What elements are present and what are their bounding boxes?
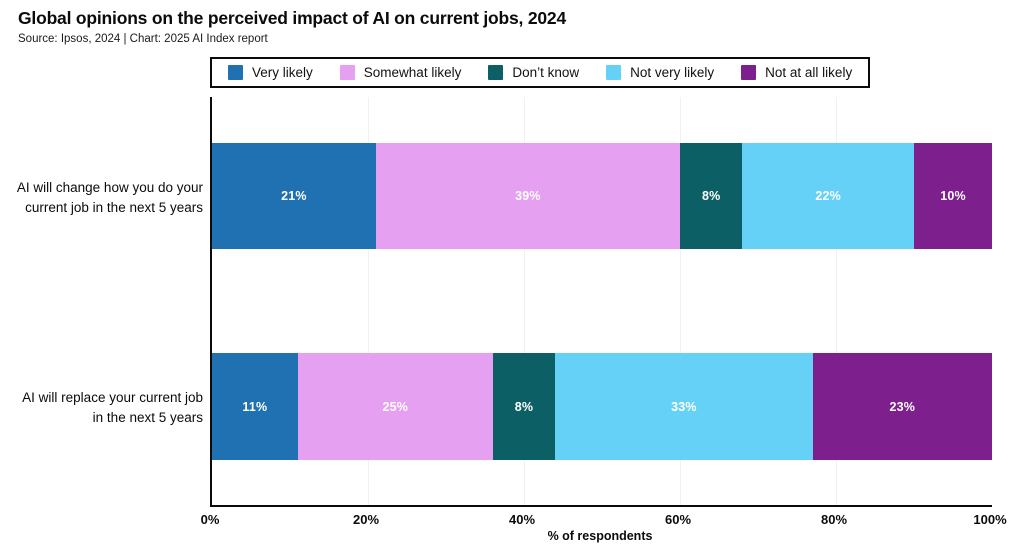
legend-label: Don’t know [512,65,580,80]
chart-source: Source: Ipsos, 2024 | Chart: 2025 AI Ind… [18,33,268,45]
bar-segment-value: 23% [889,399,916,414]
x-tick-label: 80% [820,512,848,527]
legend-swatch-icon [339,65,355,80]
bar-segment-value: 21% [281,189,307,203]
grid-line [368,97,369,505]
grid-line [836,97,837,505]
bar-segment-value: 11% [242,399,268,414]
bar-segment-somewhat-likely: 25% [297,353,493,460]
x-tick-label: 40% [508,512,536,527]
legend-item-somewhat-likely: Somewhat likely [339,65,462,80]
bar-segment-somewhat-likely: 39% [375,143,680,249]
bar-segment-value: 33% [671,399,697,414]
bar-segment-value: 10% [940,189,966,203]
legend-swatch-icon [606,65,622,80]
x-tick-label: 60% [664,512,692,527]
legend-label: Not very likely [630,65,715,80]
legend-item-very-likely: Very likely [228,65,313,80]
plot-area: 21% 39% 8% 22% 10% 11% 25% 8% 33% 23% [210,97,992,507]
legend-swatch-icon [228,65,243,80]
bar-segment-very-likely: 21% [212,143,376,249]
y-axis-label: AI will change how you do your current jo… [16,180,203,216]
bar-segment-value: 8% [701,189,721,203]
legend-label: Not at all likely [765,65,853,80]
bar-segment-not-at-all-likely: 23% [812,353,992,460]
bar-segment-value: 25% [382,399,409,414]
legend-item-not-very-likely: Not very likely [606,65,714,80]
grid-line [524,97,525,505]
bar-segment-not-at-all-likely: 10% [914,143,992,249]
x-tick-label: 20% [352,512,380,527]
bar-segment-don-t-know: 8% [492,353,556,460]
bar-segment-not-very-likely: 33% [555,353,813,460]
legend-swatch-icon [741,65,757,80]
bar-row-ai-will-change-how-you-do-yo: 21% 39% 8% 22% 10% [212,143,992,249]
bar-segment-don-t-know: 8% [680,143,743,249]
grid-line [680,97,681,505]
legend: Very likely Somewhat likely Don’t know Not … [210,57,871,88]
legend-swatch-icon [488,65,504,80]
x-tick-label: 100% [973,512,1007,527]
bar-row-ai-will-replace-your-current: 11% 25% 8% 33% 23% [212,353,992,460]
x-axis-title: % of respondents [547,529,653,543]
legend-item-not-at-all-likely: Not at all likely [741,65,852,80]
legend-label: Very likely [252,65,313,80]
y-axis-label: AI will replace your current job in the n… [22,390,203,426]
chart-title: Global opinions on the perceived impact … [18,8,566,28]
bar-segment-very-likely: 11% [212,353,298,460]
bar-segment-value: 8% [514,399,534,414]
x-tick-label: 0% [200,512,220,527]
bar-segment-value: 39% [515,189,541,203]
legend-item-don-t-know: Don’t know [488,65,579,80]
legend-label: Somewhat likely [363,65,462,80]
bar-segment-not-very-likely: 22% [742,143,914,249]
bar-segment-value: 22% [815,189,841,203]
